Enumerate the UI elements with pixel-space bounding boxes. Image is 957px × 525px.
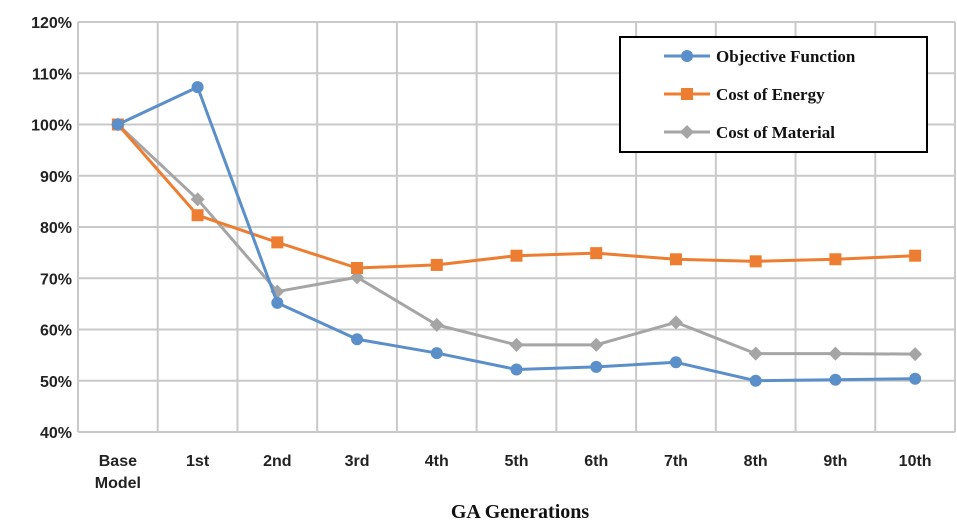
- y-tick-label: 50%: [40, 374, 72, 391]
- y-tick-label: 100%: [31, 118, 72, 135]
- data-point: [510, 249, 523, 262]
- x-tick-label: 4th: [425, 453, 449, 470]
- legend: Objective Function Cost of Energy Cost of …: [619, 36, 928, 153]
- x-axis-label: GA Generations: [451, 501, 590, 523]
- data-point: [590, 247, 603, 260]
- x-tick-label: 6th: [584, 453, 608, 470]
- y-tick-label: 40%: [40, 425, 72, 442]
- data-series: [110, 81, 923, 387]
- data-point: [669, 356, 682, 369]
- x-tick-label: 10th: [899, 453, 932, 470]
- y-axis-ticks: 40% 50% 60% 70% 80% 90% 100% 110% 120%: [31, 15, 72, 442]
- x-tick-label: 3rd: [345, 453, 370, 470]
- y-tick-label: 120%: [31, 15, 72, 32]
- data-point: [111, 118, 124, 131]
- legend-swatch-marker: [680, 125, 694, 139]
- y-tick-label: 60%: [40, 323, 72, 340]
- x-tick-label: 2nd: [263, 453, 291, 470]
- legend-item: Objective Function: [664, 47, 856, 66]
- x-tick-label: Base Model: [95, 453, 141, 492]
- y-tick-label: 80%: [40, 220, 72, 237]
- grid-lines: [77, 21, 956, 433]
- data-point: [749, 374, 762, 387]
- data-point: [829, 373, 842, 386]
- series-objective-function: [111, 81, 922, 387]
- data-point: [909, 249, 922, 262]
- data-point: [430, 347, 443, 360]
- data-point: [430, 258, 443, 271]
- legend-label: Objective Function: [716, 47, 856, 66]
- series-cost-of-material: [110, 117, 923, 362]
- legend-swatch-marker: [681, 50, 693, 62]
- data-point: [190, 192, 205, 207]
- data-point: [271, 296, 284, 309]
- legend-swatch-marker: [681, 88, 693, 100]
- data-point: [429, 317, 444, 332]
- x-tick-label: 1st: [186, 453, 210, 470]
- x-tick-label: 8th: [744, 453, 768, 470]
- legend-label: Cost of Material: [716, 123, 835, 142]
- data-point: [509, 337, 524, 352]
- y-tick-label: 70%: [40, 271, 72, 288]
- data-point: [829, 253, 842, 266]
- y-tick-label: 110%: [32, 66, 72, 83]
- data-point: [191, 81, 204, 94]
- data-point: [271, 236, 284, 249]
- legend-label: Cost of Energy: [716, 85, 825, 104]
- x-axis-ticks: Base Model 1st 2nd 3rd 4th 5th 6th 7th 8th 9th 10th: [95, 453, 932, 492]
- x-tick-label: 5th: [505, 453, 529, 470]
- data-point: [749, 255, 762, 268]
- data-point: [510, 363, 523, 376]
- data-point: [668, 315, 683, 330]
- data-point: [908, 347, 923, 362]
- data-point: [590, 360, 603, 373]
- x-tick-label: 9th: [823, 453, 847, 470]
- data-point: [191, 209, 204, 222]
- data-point: [909, 372, 922, 385]
- data-point: [748, 346, 763, 361]
- y-tick-label: 90%: [40, 169, 72, 186]
- data-point: [669, 253, 682, 266]
- data-point: [589, 337, 604, 352]
- legend-item: Cost of Energy: [664, 85, 825, 104]
- data-point: [828, 346, 843, 361]
- x-tick-label: 7th: [664, 453, 688, 470]
- data-point: [351, 262, 364, 274]
- legend-item: Cost of Material: [664, 123, 835, 142]
- data-point: [351, 333, 364, 346]
